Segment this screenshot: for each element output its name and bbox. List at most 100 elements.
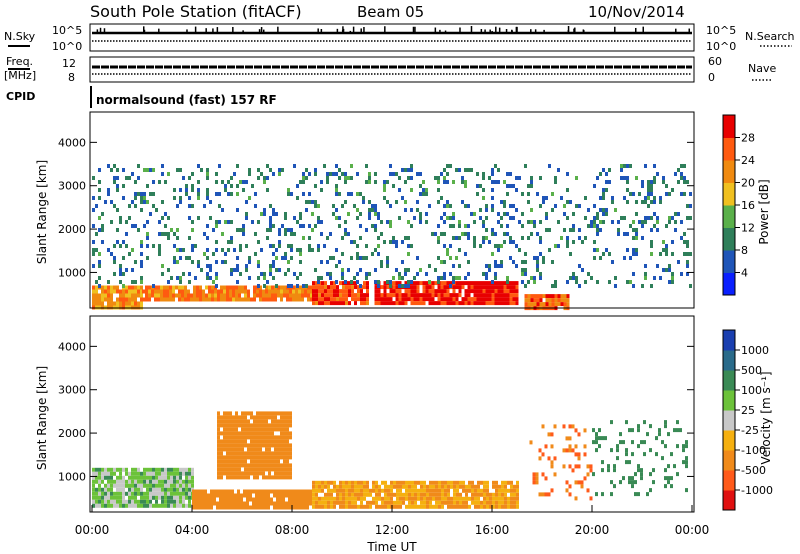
heatmap-cell xyxy=(482,176,485,180)
heatmap-cell xyxy=(350,176,353,180)
heatmap-cell xyxy=(287,284,290,288)
heatmap-cell xyxy=(179,168,182,172)
heatmap-cell xyxy=(198,489,201,494)
heatmap-cell xyxy=(656,172,659,176)
heatmap-cell xyxy=(146,232,149,236)
heatmap-cell xyxy=(238,435,241,440)
heatmap-cell xyxy=(152,192,155,196)
heatmap-cell xyxy=(413,276,416,280)
heatmap-cell xyxy=(244,435,247,440)
heatmap-cell xyxy=(98,188,101,192)
heatmap-cell xyxy=(374,285,378,290)
heatmap-cell xyxy=(197,164,200,168)
heatmap-cell xyxy=(226,415,229,420)
heatmap-cell xyxy=(101,495,104,500)
heatmap-cell xyxy=(608,168,611,172)
heatmap-cell xyxy=(602,168,605,172)
heatmap-cell xyxy=(449,164,452,168)
heatmap-cell xyxy=(184,293,187,298)
heatmap-cell xyxy=(659,196,662,200)
heatmap-cell xyxy=(413,301,417,306)
heatmap-cell xyxy=(437,256,440,260)
heatmap-cell xyxy=(339,488,342,493)
heatmap-cell xyxy=(453,504,456,509)
heatmap-cell xyxy=(375,496,378,501)
heatmap-cell xyxy=(381,488,384,493)
heatmap-cell xyxy=(158,467,161,472)
heatmap-cell xyxy=(506,212,509,216)
heatmap-cell xyxy=(279,497,282,502)
heatmap-cell xyxy=(389,224,392,228)
heatmap-cell xyxy=(307,293,310,298)
heatmap-cell xyxy=(179,495,182,500)
heatmap-cell xyxy=(650,188,653,192)
heatmap-cell xyxy=(223,419,226,424)
heatmap-cell xyxy=(170,471,173,476)
heatmap-cell xyxy=(554,302,558,307)
heatmap-cell xyxy=(172,297,175,302)
heatmap-cell xyxy=(122,196,125,200)
heatmap-cell xyxy=(473,281,477,286)
heatmap-cell xyxy=(261,497,264,502)
heatmap-cell xyxy=(285,493,288,498)
heatmap-cell xyxy=(462,484,465,489)
heatmap-cell xyxy=(92,297,95,302)
heatmap-cell xyxy=(288,489,291,494)
heatmap-cell xyxy=(283,471,286,476)
heatmap-cell xyxy=(309,497,312,502)
heatmap-cell xyxy=(327,297,330,302)
heatmap-cell xyxy=(286,451,289,456)
heatmap-cell xyxy=(131,467,134,472)
heatmap-cell xyxy=(655,436,658,441)
heatmap-cell xyxy=(201,497,204,502)
heatmap-cell xyxy=(461,297,465,302)
heatmap-cell xyxy=(395,281,399,286)
heatmap-cell xyxy=(404,284,407,288)
heatmap-cell xyxy=(395,293,399,298)
heatmap-cell xyxy=(275,212,278,216)
heatmap-cell xyxy=(324,484,327,489)
heatmap-cell xyxy=(312,293,315,298)
heatmap-cell xyxy=(375,480,378,485)
heatmap-cell xyxy=(473,297,477,302)
heatmap-cell xyxy=(533,224,536,228)
heatmap-cell xyxy=(342,301,345,306)
heatmap-cell xyxy=(532,472,536,477)
heatmap-cell xyxy=(128,289,131,294)
colorbar-tick-label: 16 xyxy=(741,199,755,212)
heatmap-cell xyxy=(649,488,652,493)
heatmap-cell xyxy=(372,500,375,505)
heatmap-cell xyxy=(414,496,417,501)
heatmap-cell xyxy=(665,192,668,196)
heatmap-cell xyxy=(557,244,560,248)
heatmap-cell xyxy=(98,216,101,220)
heatmap-cell xyxy=(500,297,504,302)
heatmap-cell xyxy=(247,419,250,424)
heatmap-cell xyxy=(137,479,140,484)
heatmap-cell xyxy=(188,280,191,284)
heatmap-cell xyxy=(293,232,296,236)
heatmap-cell xyxy=(353,276,356,280)
heatmap-cell xyxy=(261,501,264,506)
heatmap-cell xyxy=(458,220,461,224)
heatmap-cell xyxy=(452,289,456,294)
heatmap-cell xyxy=(274,451,277,456)
heatmap-cell xyxy=(257,168,260,172)
heatmap-cell xyxy=(140,244,143,248)
heatmap-cell xyxy=(599,228,602,232)
heatmap-cell xyxy=(637,464,640,469)
heatmap-cell xyxy=(509,301,513,306)
heatmap-cell xyxy=(410,293,414,298)
heatmap-cell xyxy=(461,176,464,180)
heatmap-cell xyxy=(515,297,519,302)
heatmap-cell xyxy=(452,293,456,298)
heatmap-cell xyxy=(536,264,539,268)
heatmap-cell xyxy=(497,220,500,224)
heatmap-cell xyxy=(215,220,218,224)
heatmap-cell xyxy=(414,504,417,509)
heatmap-cell xyxy=(137,487,140,492)
heatmap-cell xyxy=(131,268,134,272)
heatmap-cell xyxy=(453,480,456,485)
heatmap-cell xyxy=(288,497,291,502)
heatmap-cell xyxy=(362,200,365,204)
